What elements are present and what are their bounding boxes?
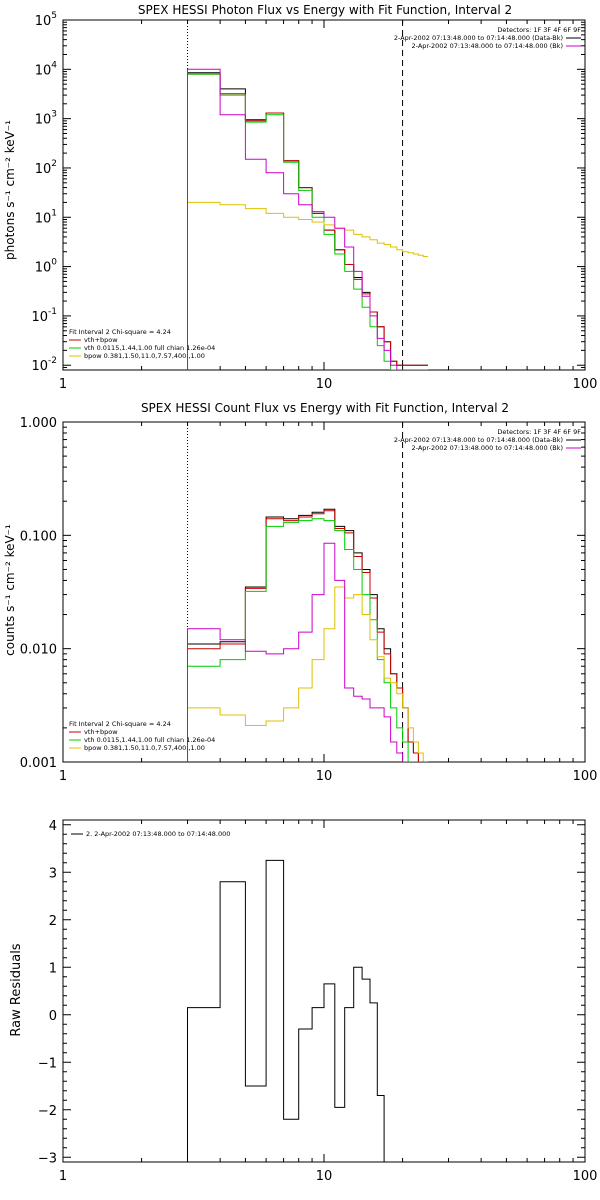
legend-top-right-title: Detectors: 1F 3F 4F 6F 9F (497, 26, 581, 34)
y-tick-label: 0.001 (20, 756, 57, 771)
y-tick-label: 105 (35, 11, 57, 29)
count-flux-ylabel: counts s⁻¹ cm⁻² keV⁻¹ (3, 524, 17, 656)
y-tick-label: 4 (49, 819, 57, 834)
y-tick-label: 0 (49, 1009, 57, 1024)
y-tick-label: 102 (35, 159, 57, 177)
photon-flux-title: SPEX HESSI Photon Flux vs Energy with Fi… (138, 3, 512, 17)
legend-bottom-left-entry: vth 0.0115,1.44,1.00 full chian 1.26e-04 (84, 344, 215, 352)
y-tick-label: 100 (35, 258, 58, 276)
legend-top-right-entry: 2-Apr-2002 07:13:48.000 to 07:14:48.000 … (394, 436, 563, 444)
y-tick-label: 2 (49, 914, 57, 929)
y-tick-label: 103 (35, 110, 57, 128)
series-bk (187, 542, 428, 762)
legend-bottom-left-entry: vth 0.0115,1.44,1.00 full chian 1.26e-04 (84, 736, 215, 744)
y-tick-label: −2 (38, 1104, 57, 1119)
series-bk (187, 68, 428, 370)
series-bpow (187, 201, 428, 370)
legend-bottom-left-title: Fit Interval 2 Chi-square = 4.24 (69, 328, 171, 336)
series-group (187, 68, 428, 370)
x-tick-label: 1 (59, 769, 67, 784)
x-tick-label: 1 (59, 1169, 67, 1184)
x-tick-label: 10 (316, 1169, 333, 1184)
photon-flux-plot: 1 10 100 10-2 10-1 100 101 102 103 104 105 Detector… (31, 11, 597, 392)
legend-bottom-left-title: Fit Interval 2 Chi-square = 4.24 (69, 720, 171, 728)
x-tick-label: 10 (316, 769, 333, 784)
residuals-ylabel: Raw Residuals (9, 943, 24, 1036)
series-bpow (187, 586, 428, 762)
series-vth (187, 518, 428, 762)
legend-bottom-left-entry: bpow 0.381,1.50,11.0,7.57,400.,1.00 (84, 744, 205, 752)
series-group (187, 859, 403, 1162)
x-tick-label: 100 (573, 769, 598, 784)
legend-top-right-entry: 2-Apr-2002 07:13:48.000 to 07:14:48.000 … (394, 34, 563, 42)
count-flux-plot: 1 10 100 0.001 0.010 0.100 1.000 Detectors: 1F … (20, 416, 598, 784)
y-tick-label: 10-1 (31, 307, 57, 325)
y-tick-label: 10-2 (31, 356, 57, 374)
legend-bottom-left-entry: vth+bpow (84, 728, 118, 736)
y-tick-label: 1.000 (20, 416, 57, 431)
legend-bottom-left-entry: vth+bpow (84, 336, 118, 344)
y-tick-label: 1 (49, 961, 57, 976)
legend-top-right-title: Detectors: 1F 3F 4F 6F 9F (497, 428, 581, 436)
count-flux-title: SPEX HESSI Count Flux vs Energy with Fit… (141, 401, 509, 415)
legend-top-left-entry: 2. 2-Apr-2002 07:13:48.000 to 07:14:48.0… (86, 830, 230, 838)
photon-flux-panel: SPEX HESSI Photon Flux vs Energy with Fi… (3, 3, 597, 392)
x-tick-label: 100 (573, 1169, 598, 1184)
x-tick-label: 10 (316, 377, 333, 392)
y-tick-label: 101 (35, 208, 57, 226)
series-vth (187, 73, 428, 370)
legend-top-right-entry: 2-Apr-2002 07:13:48.000 to 07:14:48.000 … (412, 444, 563, 452)
x-tick-label: 1 (59, 377, 67, 392)
y-tick-label: 104 (35, 60, 58, 78)
legend-top-right-entry: 2-Apr-2002 07:13:48.000 to 07:14:48.000 … (412, 42, 563, 50)
y-tick-label: −1 (38, 1056, 57, 1071)
y-tick-label: 3 (49, 866, 57, 881)
series-group (187, 508, 428, 762)
legend-bottom-left-entry: bpow 0.381,1.50,11.0,7.57,400.,1.00 (84, 352, 205, 360)
series-residuals (187, 859, 403, 1162)
y-tick-label: 0.100 (20, 529, 57, 544)
x-tick-label: 100 (573, 377, 598, 392)
residuals-panel: Raw Residuals 1 10 100 −3 −2 −1 0 1 2 3 4 2. 2-Apr-… (9, 819, 597, 1184)
y-tick-label: 0.010 (20, 643, 57, 658)
y-tick-label: −3 (38, 1151, 57, 1166)
photon-flux-ylabel: photons s⁻¹ cm⁻² keV⁻¹ (3, 120, 17, 260)
residuals-plot: 1 10 100 −3 −2 −1 0 1 2 3 4 2. 2-Apr-2002 07:13:48.… (38, 819, 598, 1184)
count-flux-panel: SPEX HESSI Count Flux vs Energy with Fit… (3, 401, 597, 784)
